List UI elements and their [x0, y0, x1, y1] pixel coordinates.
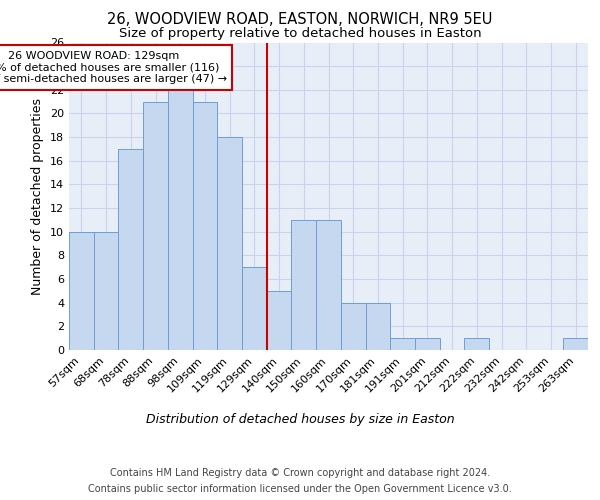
Bar [267, 291, 292, 350]
Bar [365, 302, 390, 350]
Bar [341, 302, 365, 350]
Text: Size of property relative to detached houses in Easton: Size of property relative to detached ho… [119, 28, 481, 40]
Bar [464, 338, 489, 350]
Bar [118, 149, 143, 350]
Bar [316, 220, 341, 350]
Bar [69, 232, 94, 350]
Text: 26, WOODVIEW ROAD, EASTON, NORWICH, NR9 5EU: 26, WOODVIEW ROAD, EASTON, NORWICH, NR9 … [107, 12, 493, 28]
Bar [168, 90, 193, 350]
Bar [292, 220, 316, 350]
Bar [390, 338, 415, 350]
Bar [193, 102, 217, 350]
Bar [563, 338, 588, 350]
Bar [94, 232, 118, 350]
Bar [242, 267, 267, 350]
Y-axis label: Number of detached properties: Number of detached properties [31, 98, 44, 294]
Text: Distribution of detached houses by size in Easton: Distribution of detached houses by size … [146, 412, 454, 426]
Text: Contains public sector information licensed under the Open Government Licence v3: Contains public sector information licen… [88, 484, 512, 494]
Text: Contains HM Land Registry data © Crown copyright and database right 2024.: Contains HM Land Registry data © Crown c… [110, 468, 490, 477]
Bar [217, 137, 242, 350]
Text: 26 WOODVIEW ROAD: 129sqm
← 71% of detached houses are smaller (116)
29% of semi-: 26 WOODVIEW ROAD: 129sqm ← 71% of detach… [0, 51, 227, 84]
Bar [415, 338, 440, 350]
Bar [143, 102, 168, 350]
